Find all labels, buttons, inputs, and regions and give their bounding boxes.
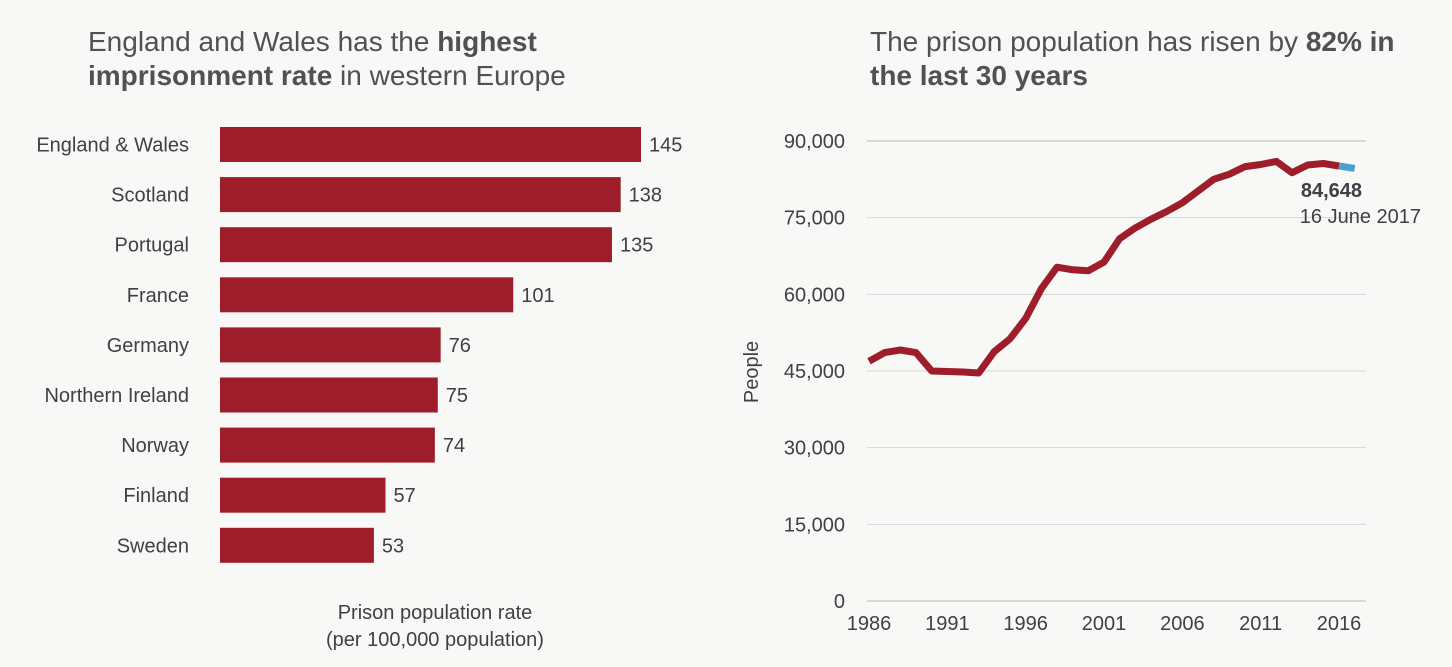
bar (220, 527, 374, 563)
bar-chart-title-part: imprisonment rate (88, 60, 333, 91)
x-tick-label: 2006 (1160, 613, 1205, 635)
line-chart-title-part: 82% in the last 30 years (870, 26, 1395, 91)
bar (220, 127, 641, 162)
latest-segment-line (1338, 162, 1356, 172)
category-label: Finland (123, 485, 189, 507)
bar-chart: England & Wales 145 Scotland 138 Portugal 135… (36, 127, 682, 651)
y-tick-label: 90,000 (784, 131, 845, 153)
category-label: Portugal (115, 235, 190, 257)
y-tick-label: 15,000 (784, 514, 845, 536)
annotation-value: 84,648 (1301, 180, 1362, 202)
bar-chart-title-part: England and Wales has the (88, 26, 438, 57)
category-label: Scotland (111, 185, 189, 207)
x-axis-label: (per 100,000 population) (326, 629, 544, 651)
y-tick-label: 60,000 (784, 284, 845, 306)
annotation-date: 16 June 2017 (1300, 206, 1421, 228)
x-axis-label: Prison population rate (338, 602, 533, 624)
y-tick-label: 0 (834, 591, 845, 613)
x-tick-label: 1996 (1003, 613, 1048, 635)
population-line (867, 157, 1340, 377)
y-axis-label: People (741, 341, 763, 403)
bar (220, 377, 438, 413)
category-label: France (127, 285, 189, 307)
bar (220, 427, 435, 463)
line-chart: 0 15,000 30,000 45,000 60,000 75,000 90,000 198… (741, 131, 1421, 635)
bar (220, 327, 441, 363)
category-label: England & Wales (36, 135, 189, 157)
bar-value-label: 145 (649, 135, 682, 157)
bar-value-label: 53 (382, 535, 404, 557)
bar (220, 277, 514, 313)
bar-chart-title-part: highest (437, 26, 537, 57)
bar-value-label: 57 (393, 485, 415, 507)
x-tick-label: 2001 (1082, 613, 1127, 635)
x-tick-label: 1991 (925, 613, 970, 635)
bar (220, 477, 386, 513)
y-tick-label: 45,000 (784, 361, 845, 383)
category-label: Germany (107, 335, 189, 357)
bar (220, 227, 612, 263)
x-tick-label: 2011 (1239, 613, 1282, 635)
bar (220, 177, 621, 213)
line-chart-title: The prison population has risen by 82% i… (870, 25, 1430, 93)
line-chart-title-part: The prison population has risen by (870, 26, 1306, 57)
bar-value-label: 101 (521, 285, 554, 307)
bar-chart-title-part: in western Europe (332, 60, 566, 91)
category-label: Northern Ireland (44, 385, 189, 407)
y-tick-label: 30,000 (784, 438, 845, 460)
bar-value-label: 135 (620, 235, 653, 257)
bar-value-label: 76 (449, 335, 471, 357)
bar-value-label: 74 (443, 435, 465, 457)
y-tick-label: 75,000 (784, 208, 845, 230)
bar-value-label: 138 (629, 185, 662, 207)
x-tick-label: 1986 (847, 613, 892, 635)
category-label: Sweden (117, 535, 189, 557)
x-tick-label: 2016 (1317, 613, 1362, 635)
bar-chart-title: England and Wales has the highest impris… (88, 25, 688, 93)
bar-value-label: 75 (446, 385, 468, 407)
category-label: Norway (121, 435, 189, 457)
